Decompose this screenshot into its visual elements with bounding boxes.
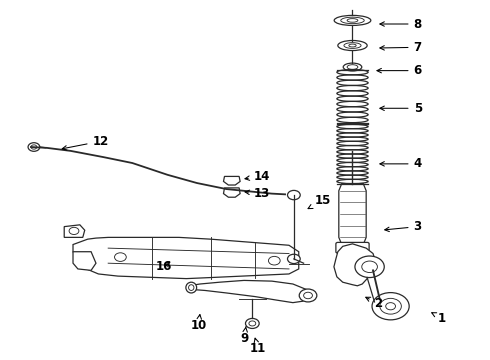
Polygon shape — [223, 176, 240, 185]
Text: 10: 10 — [190, 315, 206, 332]
Circle shape — [288, 190, 300, 200]
Text: 6: 6 — [377, 64, 422, 77]
Circle shape — [355, 256, 384, 278]
Circle shape — [69, 227, 79, 234]
Ellipse shape — [338, 41, 367, 50]
Circle shape — [288, 254, 300, 264]
Polygon shape — [64, 225, 85, 237]
Text: 14: 14 — [245, 170, 270, 183]
Text: 5: 5 — [380, 102, 422, 115]
Circle shape — [380, 298, 401, 314]
Polygon shape — [189, 280, 311, 303]
Polygon shape — [73, 252, 96, 270]
Circle shape — [348, 245, 356, 251]
Text: 12: 12 — [62, 135, 109, 150]
Circle shape — [362, 261, 377, 273]
Text: 13: 13 — [245, 187, 270, 200]
Ellipse shape — [344, 42, 361, 48]
Ellipse shape — [334, 15, 371, 26]
Polygon shape — [73, 237, 299, 279]
Circle shape — [372, 293, 409, 320]
Text: 8: 8 — [380, 18, 422, 31]
Polygon shape — [334, 244, 376, 286]
Text: 7: 7 — [380, 41, 422, 54]
FancyBboxPatch shape — [336, 242, 369, 253]
Text: 11: 11 — [250, 338, 266, 355]
Text: 2: 2 — [366, 297, 383, 310]
Text: 3: 3 — [385, 220, 422, 233]
Ellipse shape — [245, 319, 259, 328]
Circle shape — [31, 145, 37, 149]
Ellipse shape — [341, 17, 364, 24]
Ellipse shape — [189, 285, 194, 291]
Text: 15: 15 — [308, 194, 331, 208]
Text: 1: 1 — [432, 311, 446, 325]
Text: 9: 9 — [240, 327, 248, 345]
Text: 16: 16 — [156, 260, 172, 273]
Ellipse shape — [347, 19, 358, 22]
Circle shape — [115, 253, 126, 261]
Ellipse shape — [347, 65, 358, 69]
Circle shape — [299, 289, 317, 302]
Ellipse shape — [343, 63, 362, 71]
Text: 4: 4 — [380, 157, 422, 170]
Polygon shape — [223, 188, 240, 197]
Circle shape — [386, 303, 395, 310]
Circle shape — [304, 292, 313, 299]
Polygon shape — [339, 184, 366, 244]
Circle shape — [269, 256, 280, 265]
Ellipse shape — [349, 44, 356, 47]
Ellipse shape — [249, 321, 256, 326]
Ellipse shape — [186, 282, 196, 293]
Circle shape — [28, 143, 40, 151]
